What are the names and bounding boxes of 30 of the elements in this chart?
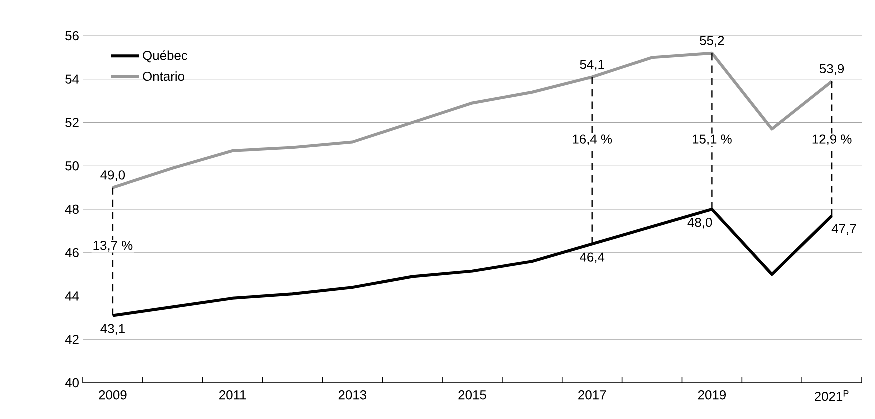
annotation: 54,1 <box>580 60 604 71</box>
x-tick-label: 2011 <box>220 390 246 400</box>
x-tick-label: 2013 <box>338 390 366 400</box>
y-tick-label: 44 <box>65 292 80 301</box>
x-tick-label: 2017 <box>578 390 606 400</box>
annotation: 16,4 % <box>573 134 612 146</box>
y-tick-label: 48 <box>65 204 79 214</box>
y-tick-label: 54 <box>66 74 80 84</box>
annotation: 47,7 <box>832 224 856 236</box>
y-tick-label: 52 <box>66 118 79 128</box>
annotation: 49,0 <box>100 170 126 182</box>
x-tick-label: 2021$^{P}$ <box>815 390 849 402</box>
y-tick-label: 40 <box>65 378 79 388</box>
x-tick-label: 2015 <box>458 390 486 400</box>
x-tick-label: 2009 <box>99 390 127 400</box>
y-tick-label: 56 <box>66 31 79 41</box>
annotation: 43,1 <box>100 324 125 335</box>
annotation: 55,2 <box>700 36 724 47</box>
legend-label: Québec <box>143 50 188 63</box>
annotation: 12,9 % <box>812 134 852 146</box>
annotation: 53,9 <box>820 64 844 76</box>
annotation: 48,0 <box>688 218 712 229</box>
y-tick-label: 46 <box>65 248 79 258</box>
legend-label: Ontario <box>143 72 184 82</box>
y-tick-label: 42 <box>65 335 79 344</box>
x-tick-label: 2019 <box>698 390 726 400</box>
y-tick-label: 50 <box>66 162 79 171</box>
annotation: 13,7 % <box>94 241 133 252</box>
annotation: 15,1 % <box>693 134 732 146</box>
annotation: 46,4 <box>580 252 605 264</box>
